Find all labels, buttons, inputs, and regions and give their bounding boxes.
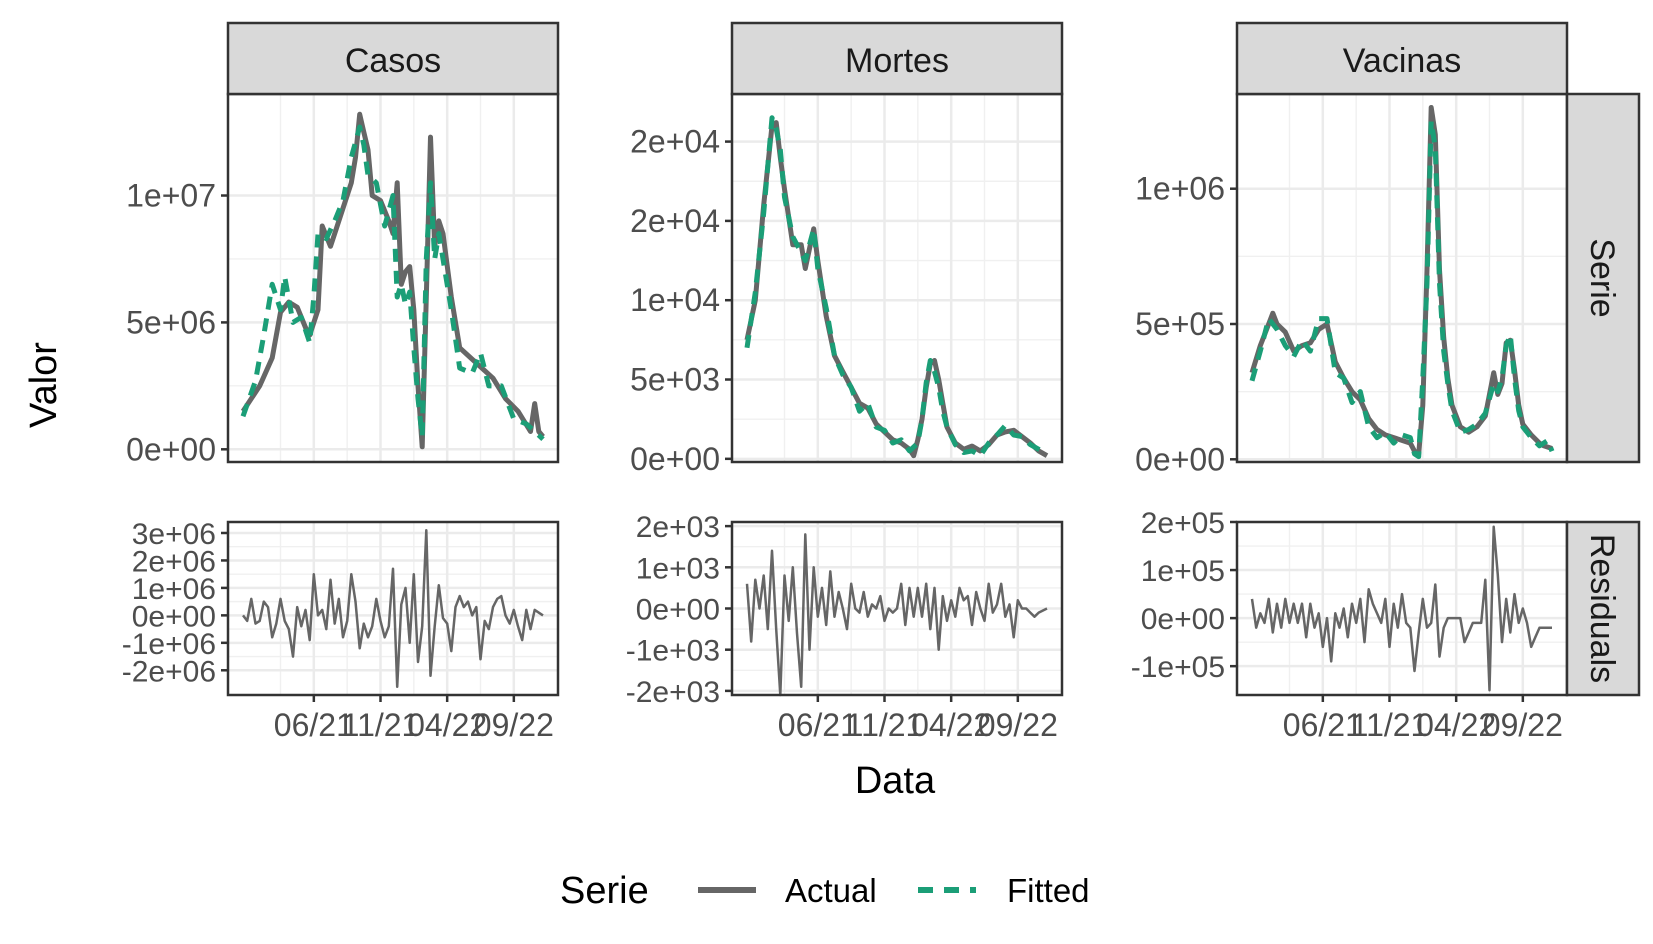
panel-background — [1237, 94, 1567, 462]
y-tick-label: 5e+05 — [1135, 306, 1225, 342]
y-tick-label: 0e+00 — [1141, 603, 1225, 636]
panel-background — [732, 94, 1062, 462]
strip-label-mortes: Mortes — [845, 42, 949, 80]
legend-label-fitted: Fitted — [1007, 872, 1090, 909]
strip-label-serie: Serie — [1583, 238, 1621, 317]
y-tick-label: 2e+03 — [636, 511, 720, 544]
y-tick-label: 0e+00 — [132, 600, 216, 633]
y-tick-label: 5e+06 — [126, 304, 216, 340]
legend: Serie Actual Fitted — [560, 870, 1090, 912]
x-tick-label: 11/21 — [846, 707, 924, 743]
y-tick-label: 1e+07 — [126, 178, 216, 214]
y-tick-label: 1e+06 — [1135, 171, 1225, 207]
strip-vacinas — [1235, 21, 1569, 96]
x-tick-label: 11/21 — [1351, 707, 1429, 743]
y-tick-label: 2e+04 — [630, 203, 720, 239]
x-axis-title: Data — [855, 760, 936, 802]
series-line-actual — [242, 528, 544, 689]
x-tick-label: 04/22 — [1416, 707, 1496, 743]
y-tick-label: 0e+00 — [126, 431, 216, 467]
panel-border — [730, 520, 1064, 697]
y-tick-label: -1e+05 — [1131, 651, 1225, 684]
panel-casos-serie: 0e+00 5e+06 1e+07 — [126, 92, 560, 467]
panel-vacinas-serie: 0e+00 5e+05 1e+06 — [1135, 92, 1569, 477]
panel-mortes-residuals: -2e+03 -1e+03 0e+00 1e+03 2e+03 06/2111/2104/… — [626, 511, 1064, 743]
y-tick-label: 1e+04 — [630, 282, 720, 318]
y-axis-title: Valor — [23, 342, 65, 428]
y-tick-label: 0e+00 — [1135, 441, 1225, 477]
panel-vacinas-residuals: -1e+05 0e+00 1e+05 2e+05 06/2111/2104/2209/2… — [1131, 507, 1569, 743]
series-line-actual — [1250, 525, 1552, 692]
y-tick-label: 2e+04 — [630, 124, 720, 160]
x-tick-label: 09/22 — [978, 707, 1058, 743]
panel-mortes-serie: 0e+00 5e+03 1e+04 2e+04 2e+04 — [630, 92, 1064, 477]
y-tick-label: 5e+03 — [630, 362, 720, 398]
strip-casos — [226, 21, 560, 96]
y-tick-label: 1e+05 — [1141, 555, 1225, 588]
x-tick-label: 06/21 — [1283, 707, 1363, 743]
y-tick-label: 0e+00 — [636, 594, 720, 627]
legend-title: Serie — [560, 870, 649, 912]
y-tick-label: -1e+03 — [626, 635, 720, 668]
strip-label-casos: Casos — [345, 42, 441, 80]
y-tick-label: 2e+06 — [132, 545, 216, 578]
y-tick-label: -1e+06 — [122, 628, 216, 661]
x-tick-label: 04/22 — [911, 707, 991, 743]
series-line-fitted — [1249, 118, 1555, 460]
y-tick-label: 1e+03 — [636, 552, 720, 585]
series-line-actual — [745, 533, 1048, 697]
series-line-fitted — [240, 124, 545, 442]
strip-label-vacinas: Vacinas — [1343, 42, 1461, 80]
strip-mortes — [730, 21, 1064, 96]
x-tick-label: 04/22 — [407, 707, 487, 743]
strip-residuals — [1565, 520, 1641, 697]
x-tick-label: 11/21 — [342, 707, 420, 743]
y-tick-label: 2e+05 — [1141, 507, 1225, 540]
x-tick-label: 06/21 — [274, 707, 354, 743]
y-tick-label: 0e+00 — [630, 441, 720, 477]
panel-border — [226, 520, 560, 697]
strip-label-residuals: Residuals — [1583, 534, 1621, 683]
y-tick-label: -2e+03 — [626, 676, 720, 709]
panels-layer: 0e+00 5e+06 1e+07 0e+00 5e+03 1e+04 2e+04 2e+04… — [122, 92, 1569, 743]
series-line-fitted — [744, 115, 1049, 459]
y-tick-label: 3e+06 — [132, 518, 216, 551]
x-tick-label: 09/22 — [1483, 707, 1563, 743]
strip-serie — [1565, 92, 1641, 464]
y-tick-label: 1e+06 — [132, 573, 216, 606]
x-tick-label: 09/22 — [474, 707, 554, 743]
legend-label-actual: Actual — [785, 872, 877, 909]
panel-background — [228, 94, 558, 462]
strips-layer: Casos Mortes Vacinas Serie Residuals — [226, 21, 1641, 697]
y-tick-label: -2e+06 — [122, 655, 216, 688]
x-tick-label: 06/21 — [778, 707, 858, 743]
